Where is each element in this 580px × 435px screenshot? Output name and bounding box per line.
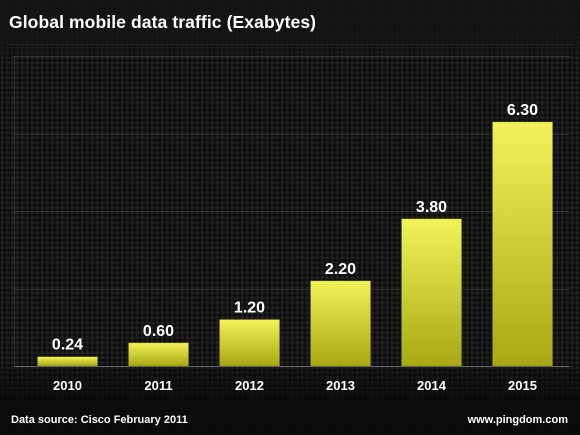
x-tick-2015: 2015 [508,378,537,393]
gridlines [14,56,570,367]
x-tick-2013: 2013 [326,378,355,393]
value-label-2010: 0.24 [52,337,83,354]
title-divider [9,44,573,45]
bar-2015 [492,121,553,367]
value-label-2011: 0.60 [143,323,174,340]
value-labels: 0.24 0.60 1.20 2.20 3.80 6.30 [52,102,538,354]
site-credit: www.pingdom.com [467,414,568,426]
x-tick-labels: 2010 2011 2012 2013 2014 2015 [53,378,537,393]
value-label-2014: 3.80 [416,199,447,216]
bar-2013 [310,280,371,367]
data-source-note: Data source: Cisco February 2011 [11,414,188,426]
bar-2010 [37,356,98,367]
value-label-2015: 6.30 [507,102,538,119]
value-label-2013: 2.20 [325,261,356,278]
x-tick-2012: 2012 [235,378,264,393]
x-tick-2014: 2014 [417,378,447,393]
x-tick-2011: 2011 [144,378,172,393]
x-tick-2010: 2010 [53,378,82,393]
value-label-2012: 1.20 [234,300,265,317]
bar-2014 [401,218,462,367]
bar-2012 [219,319,280,367]
bars [37,121,553,367]
chart-title: Global mobile data traffic (Exabytes) [9,12,317,32]
bar-2011 [128,342,189,367]
